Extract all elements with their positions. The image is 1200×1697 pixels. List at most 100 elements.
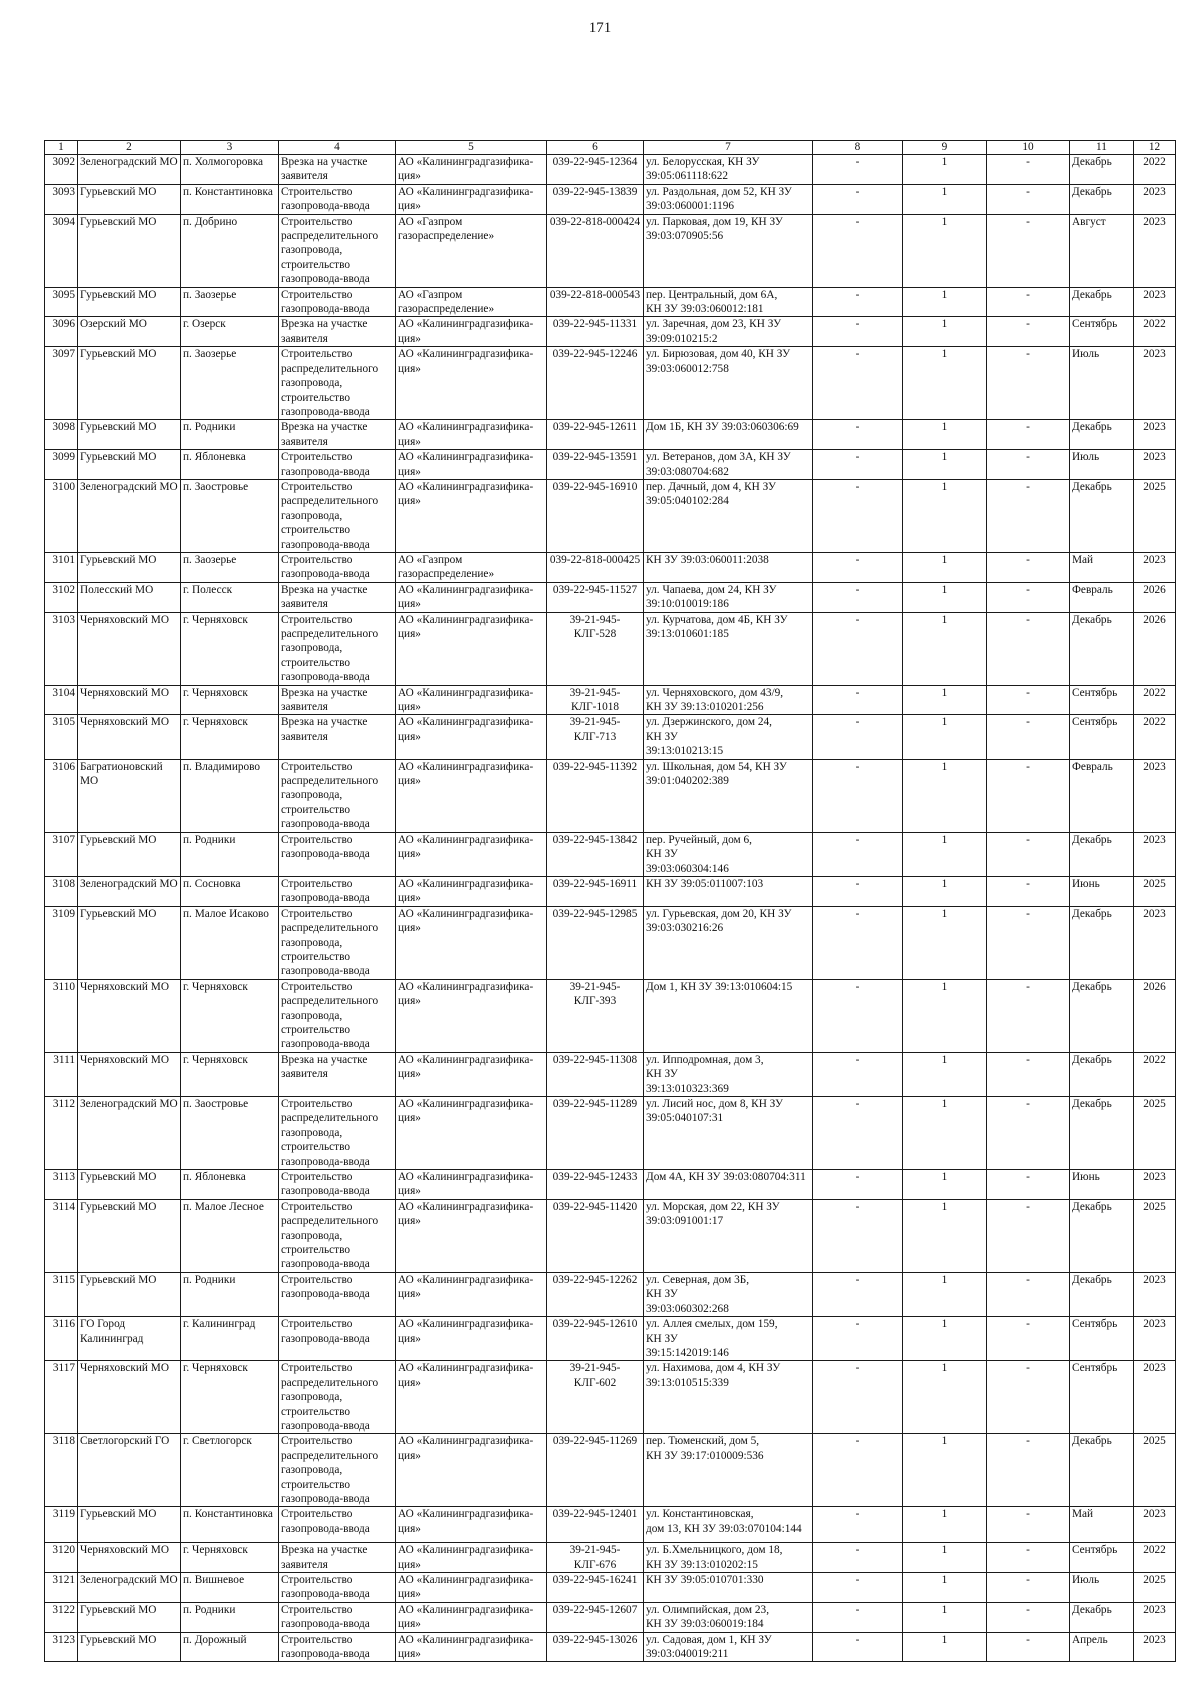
cell-col-9-value: 1 [902,1360,987,1435]
cell-municipality: Гурьевский МО [77,1169,181,1200]
cell-year: 2025 [1133,478,1176,553]
cell-application-number: 039-22-945-12985 [546,905,644,980]
cell-municipality: Зеленоградский МО [77,478,181,553]
cell-col-9-value: 1 [902,978,987,1053]
cell-col-8-value: - [812,1433,903,1508]
cell-municipality: Полесский МО [77,581,181,613]
cell-row-number: 3092 [44,154,78,185]
cell-col-8-value: - [812,213,903,288]
cell-organization: АО «Калининградгазифика-ция» [395,346,547,421]
cell-col-10-value: - [986,346,1070,421]
cell-month: Декабрь [1069,1095,1134,1171]
cell-work-type: Врезка на участке заявителя [278,581,396,613]
cell-month: Сентябрь [1069,714,1134,760]
cell-organization: АО «Калининградгазифика-ция» [395,831,547,877]
cell-col-10-value: - [986,714,1070,760]
cell-col-10-value: - [986,1271,1070,1318]
cell-col-9-value: 1 [902,905,987,980]
cell-address: ул. Северная, дом 3Б, КН ЗУ 39:03:060302… [643,1271,813,1318]
cell-col-9-value: 1 [902,316,987,348]
cell-col-8-value: - [812,758,903,833]
cell-application-number: 039-22-945-12262 [546,1271,644,1318]
cell-municipality: Гурьевский МО [77,1506,181,1544]
cell-organization: АО «Калининградгазифика-ция» [395,1506,547,1544]
cell-application-number: 039-22-945-12364 [546,154,644,185]
cell-col-9-value: 1 [902,1433,987,1508]
cell-settlement: п. Константиновка [180,1506,279,1544]
cell-col-9-value: 1 [902,1169,987,1200]
cell-address: ул. Аллея смелых, дом 159, КН ЗУ 39:15:1… [643,1316,813,1362]
cell-application-number: 039-22-945-12401 [546,1506,644,1544]
cell-col-8-value: - [812,1316,903,1362]
cell-year: 2023 [1133,1271,1176,1318]
column-header-2: 2 [77,140,181,155]
cell-col-10-value: - [986,875,1070,907]
table-row: 3096 Озерский МО г. Озерск Врезка на участк… [44,316,1176,348]
cell-work-type: Строительство распределительного газопро… [278,213,396,288]
cell-address: ул. Дзержинского, дом 24, КН ЗУ 39:13:01… [643,714,813,760]
cell-col-8-value: - [812,1601,903,1633]
cell-month: Май [1069,551,1134,583]
cell-year: 2022 [1133,684,1176,716]
cell-year: 2022 [1133,714,1176,760]
cell-col-8-value: - [812,286,903,318]
cell-row-number: 3117 [44,1360,78,1435]
cell-organization: АО «Калининградгазифика-ция» [395,611,547,686]
cell-col-8-value: - [812,1271,903,1318]
cell-col-10-value: - [986,978,1070,1053]
cell-work-type: Строительство газопровода-ввода [278,551,396,583]
cell-organization: АО «Калининградгазифика-ция» [395,905,547,980]
cell-col-10-value: - [986,684,1070,716]
cell-organization: АО «Калининградгазифика-ция» [395,1601,547,1633]
cell-application-number: 039-22-945-13591 [546,449,644,480]
cell-row-number: 3120 [44,1542,78,1573]
cell-application-number: 039-22-945-16911 [546,875,644,907]
cell-address: ул. Константиновская, дом 13, КН ЗУ 39:0… [643,1506,813,1544]
cell-work-type: Врезка на участке заявителя [278,316,396,348]
cell-application-number: 039-22-945-11527 [546,581,644,613]
cell-work-type: Строительство распределительного газопро… [278,758,396,833]
cell-organization: АО «Калининградгазифика-ция» [395,1095,547,1171]
cell-organization: АО «Калининградгазифика-ция» [395,581,547,613]
table-row: 3103 Черняховский МО г. Черняховск Строител… [44,611,1176,686]
cell-address: ул. Бирюзовая, дом 40, КН ЗУ 39:03:06001… [643,346,813,421]
cell-col-9-value: 1 [902,1316,987,1362]
cell-settlement: п. Сосновка [180,875,279,907]
cell-settlement: г. Черняховск [180,1051,279,1098]
cell-row-number: 3099 [44,449,78,480]
cell-application-number: 039-22-945-12433 [546,1169,644,1200]
cell-work-type: Врезка на участке заявителя [278,714,396,760]
cell-col-8-value: - [812,346,903,421]
cell-municipality: Черняховский МО [77,714,181,760]
cell-municipality: Светлогорский ГО [77,1433,181,1508]
cell-year: 2025 [1133,875,1176,907]
cell-col-8-value: - [812,419,903,451]
cell-work-type: Строительство газопровода-ввода [278,875,396,907]
cell-row-number: 3106 [44,758,78,833]
cell-col-10-value: - [986,1360,1070,1435]
table-row: 3098 Гурьевский МО п. Родники Врезка на уча… [44,419,1176,451]
cell-col-8-value: - [812,875,903,907]
cell-municipality: Гурьевский МО [77,449,181,480]
cell-month: Февраль [1069,581,1134,613]
cell-application-number: 039-22-945-11308 [546,1051,644,1098]
cell-month: Декабрь [1069,1433,1134,1508]
cell-col-10-value: - [986,316,1070,348]
cell-address: КН ЗУ 39:03:060011:2038 [643,551,813,583]
cell-col-9-value: 1 [902,183,987,215]
cell-settlement: п. Яблоневка [180,449,279,480]
cell-address: ул. Лисий нос, дом 8, КН ЗУ 39:05:040107… [643,1095,813,1171]
cell-col-8-value: - [812,1506,903,1544]
cell-organization: АО «Калининградгазифика-ция» [395,1316,547,1362]
cell-year: 2023 [1133,831,1176,877]
cell-col-8-value: - [812,449,903,480]
cell-col-10-value: - [986,1631,1070,1663]
cell-row-number: 3109 [44,905,78,980]
cell-year: 2023 [1133,346,1176,421]
cell-organization: АО «Калининградгазифика-ция» [395,419,547,451]
cell-settlement: г. Черняховск [180,684,279,716]
table-row: 3095 Гурьевский МО п. Заозерье Строительств… [44,286,1176,318]
cell-row-number: 3097 [44,346,78,421]
cell-address: пер. Тюменский, дом 5, КН ЗУ 39:17:01000… [643,1433,813,1508]
column-header-10: 10 [986,140,1070,155]
